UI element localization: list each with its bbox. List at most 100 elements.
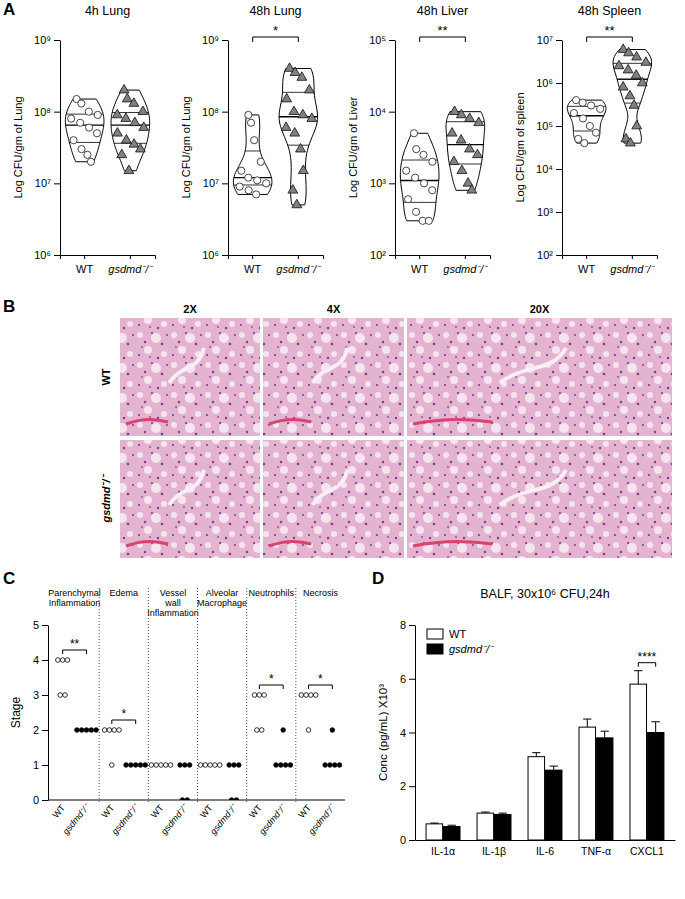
point (263, 180, 270, 187)
median-line (447, 144, 483, 145)
y-axis-title: Log CFU/gm of Liver (347, 96, 359, 198)
y-tick-mark (42, 730, 48, 731)
y-tick-label: 10⁸ (34, 106, 51, 118)
point (456, 109, 466, 118)
violin-chart: 48h LungLog CFU/gm of Lung10⁶10⁷10⁸10⁹WT… (180, 4, 324, 275)
x-axis-line (61, 256, 156, 260)
point (257, 158, 264, 165)
point (425, 217, 432, 224)
point (304, 693, 309, 698)
y-tick-label: 10³ (370, 177, 386, 189)
point (281, 728, 286, 733)
y-tick-label: 0 (400, 834, 406, 846)
point (112, 128, 122, 137)
point (307, 113, 317, 122)
point (290, 67, 300, 76)
airway (169, 470, 204, 505)
x-tick-mark (130, 255, 131, 259)
x-tick-label: WT (149, 802, 166, 820)
point (229, 798, 234, 800)
y-tick: 10⁹ (202, 34, 228, 46)
violin (233, 115, 272, 194)
y-axis: 02468 (400, 619, 416, 846)
point (129, 98, 139, 107)
x-tick: WT (244, 255, 261, 275)
x-tick-label: WT (51, 802, 68, 820)
y-axis: 10⁶10⁷10⁸10⁹ (34, 34, 60, 261)
y-tick-mark (409, 786, 415, 787)
point (289, 106, 299, 115)
error-bar (499, 813, 507, 814)
point (586, 122, 593, 129)
point (625, 90, 635, 99)
point (138, 106, 148, 115)
y-tick-label: 10⁷ (203, 177, 219, 189)
y-tick-mark (42, 625, 48, 626)
row-header: WT (100, 368, 112, 385)
violin-chart: 48h LiverLog CFU/gm of Liver10²10³10⁴10⁵… (347, 4, 491, 275)
y-tick: 10⁴ (536, 163, 562, 175)
violin (111, 90, 150, 171)
y-tick: 10⁵ (536, 120, 562, 132)
category-label: Neutrophils (248, 588, 294, 598)
point (237, 763, 242, 768)
histology-image (407, 318, 672, 436)
plot-area (65, 84, 149, 173)
y-tick: 2 (33, 724, 48, 736)
point (255, 728, 260, 733)
error-bar (430, 823, 438, 825)
bar (477, 813, 494, 840)
point (587, 102, 594, 109)
point (259, 728, 264, 733)
airway (312, 470, 347, 505)
column-header: 2X (183, 303, 197, 315)
point (154, 763, 159, 768)
point (112, 728, 117, 733)
histology-image (263, 318, 404, 436)
y-tick: 10⁶ (536, 77, 562, 89)
point (467, 185, 477, 194)
point (292, 199, 302, 208)
x-tick: CXCL1 (630, 840, 664, 857)
point (581, 140, 588, 147)
error-bar (532, 753, 540, 757)
point (130, 117, 140, 126)
y-tick-label: 10⁷ (537, 34, 553, 46)
x-tick-label: IL-6 (536, 845, 554, 857)
significance-label: **** (638, 650, 657, 664)
point (245, 174, 252, 181)
point (187, 763, 192, 768)
point (449, 156, 459, 165)
y-axis-line (60, 41, 61, 256)
y-axis-title: Stage (9, 696, 23, 728)
point (404, 196, 411, 203)
y-tick-label: 10⁴ (536, 163, 553, 175)
point (592, 129, 599, 136)
y-tick-mark (409, 733, 415, 734)
quartile-line (245, 150, 260, 151)
y-tick-label: 3 (33, 689, 39, 701)
y-tick: 10³ (537, 206, 562, 218)
point (94, 728, 99, 733)
x-tick: TNF-α (581, 840, 611, 857)
y-tick: 5 (33, 619, 48, 631)
y-tick-mark (222, 255, 228, 256)
point (624, 47, 634, 56)
point (412, 208, 419, 215)
x-tick-mark (252, 255, 253, 259)
y-tick: 10⁶ (34, 249, 60, 261)
median-line (234, 177, 272, 178)
point (94, 111, 101, 118)
x-axis: WTgsdmd⁻/⁻ (563, 255, 658, 275)
y-tick: 10⁵ (369, 34, 395, 46)
chart-title: 48h Lung (249, 4, 301, 18)
y-tick: 4 (33, 654, 48, 666)
point (77, 119, 84, 126)
point (450, 106, 460, 115)
point (135, 143, 145, 152)
error-bar (652, 722, 660, 733)
bar (630, 684, 647, 840)
category-label: VesselwallInflammation (147, 588, 199, 618)
point (632, 120, 642, 129)
y-tick: 10⁷ (203, 177, 228, 189)
